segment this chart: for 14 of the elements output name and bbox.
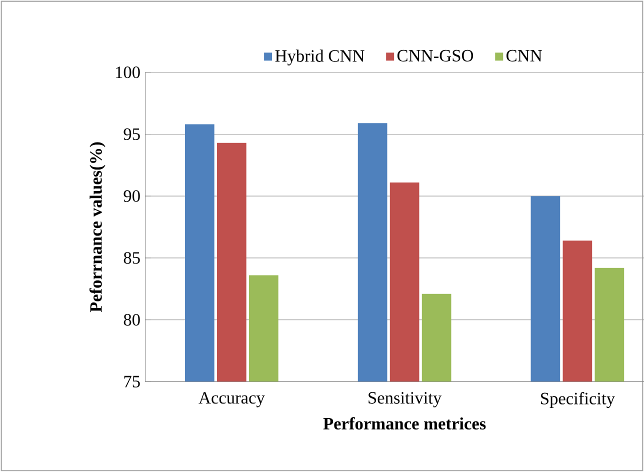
x-tick-label: Specificity (541, 392, 615, 408)
y-axis-title: Peforrnance values(%) (89, 142, 106, 312)
y-tick-label: 90 (124, 190, 140, 202)
x-tick-label: Sensitivity (368, 392, 442, 408)
x-tick-label: Accuracy (198, 392, 265, 408)
y-tick-label: 85 (124, 252, 140, 264)
y-tick-label: 95 (124, 128, 140, 140)
y-tick-label: 80 (124, 314, 140, 326)
x-axis-title: Performance metrices (323, 417, 486, 430)
y-tick-label: 100 (116, 66, 140, 78)
legend-label: CNN-GSO (397, 50, 474, 62)
legend-label: Hybrid CNN (275, 50, 364, 66)
y-tick-label: 75 (124, 376, 140, 388)
legend-label: CNN (506, 50, 542, 62)
